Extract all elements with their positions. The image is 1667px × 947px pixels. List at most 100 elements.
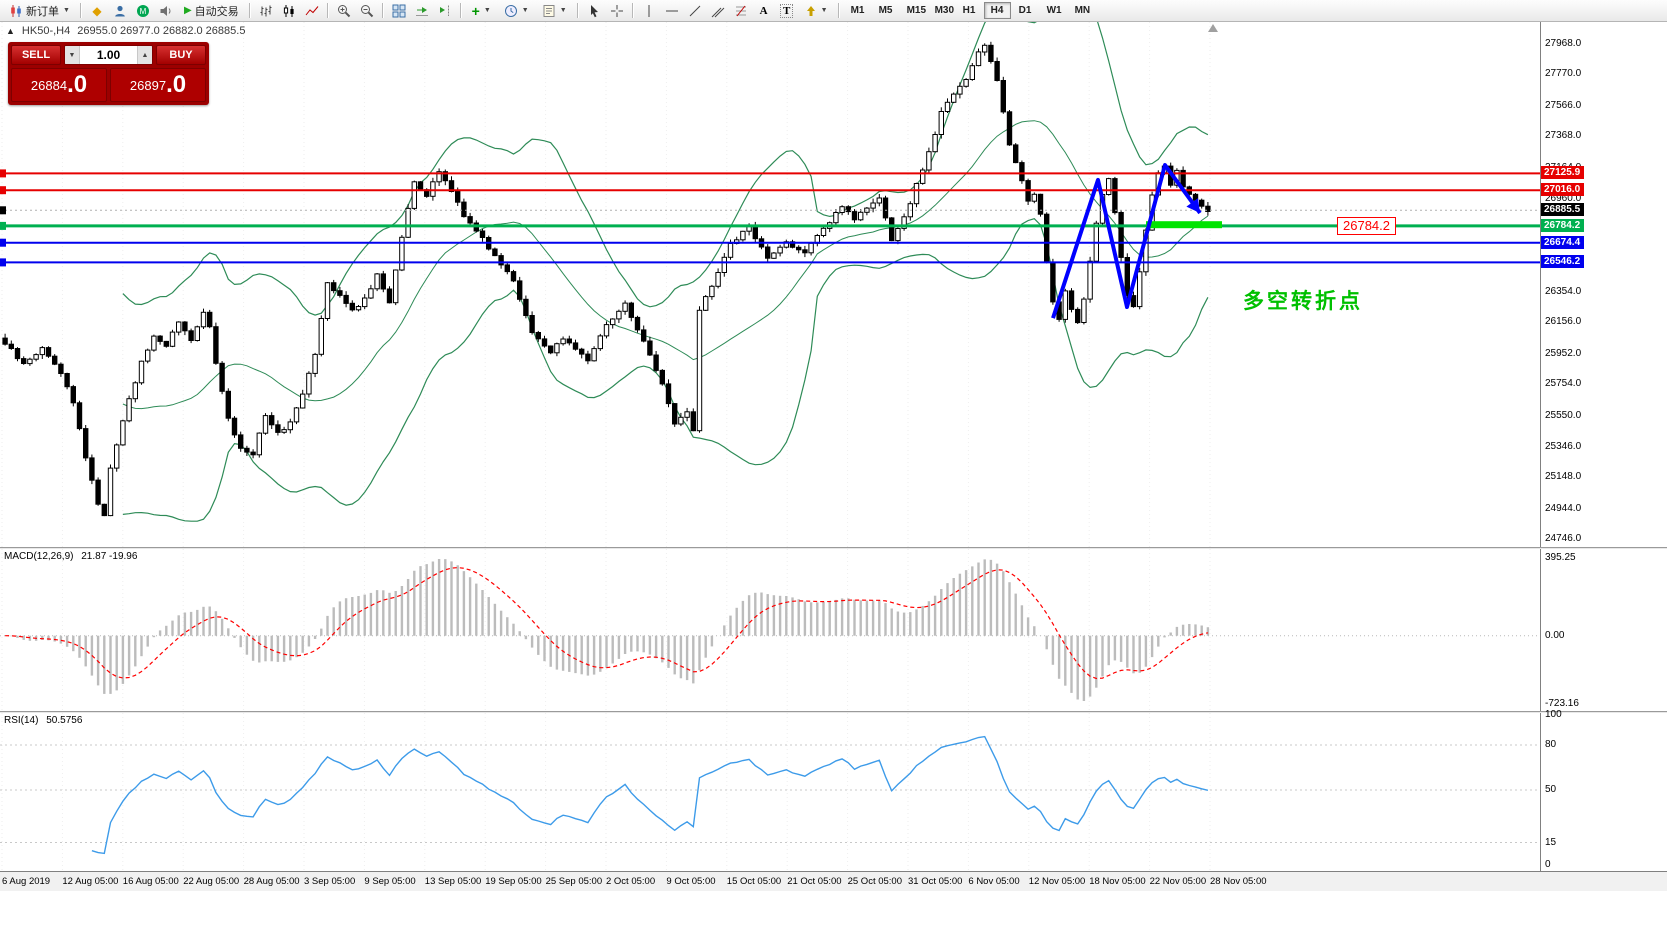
rsi-label-row: RSI(14) 50.5756: [4, 715, 82, 726]
price-chart-panel[interactable]: ▲ HK50-,H4 26955.0 26977.0 26882.0 26885…: [0, 22, 1540, 547]
chevron-down-icon: ▼: [559, 7, 567, 14]
time-axis-label: 13 Sep 05:00: [424, 876, 482, 887]
time-axis-label: 28 Nov 05:00: [1210, 876, 1267, 887]
rsi-panel[interactable]: RSI(14) 50.5756: [0, 713, 1540, 871]
rsi-axis-label: 100: [1545, 709, 1562, 720]
time-axis-label: 15 Oct 05:00: [726, 876, 782, 887]
buy-button[interactable]: BUY: [156, 45, 206, 65]
one-click-collapse-icon[interactable]: ▲: [6, 26, 15, 36]
candles-chart-button[interactable]: [278, 1, 300, 20]
rsi-name: RSI(14): [4, 715, 39, 726]
community-button[interactable]: [109, 1, 131, 20]
macd-label-row: MACD(12,26,9) 21.87 -19.96: [4, 551, 137, 562]
price-axis-label: 27566.0: [1545, 99, 1582, 111]
auto-scroll-icon: [415, 6, 428, 16]
rsi-axis-label: 0: [1545, 859, 1551, 870]
template-icon: [543, 4, 555, 17]
macd-panel[interactable]: MACD(12,26,9) 21.87 -19.96: [0, 549, 1540, 711]
buy-price-button[interactable]: 26897.0: [110, 68, 206, 102]
macd-axis: 395.25 0.00 -723.16: [1541, 549, 1667, 711]
toolbar-separator: [326, 3, 329, 18]
indicators-button[interactable]: + ▼: [466, 1, 497, 20]
macd-axis-label: 395.25: [1545, 552, 1576, 563]
volume-field[interactable]: ▼ 1.00 ▲: [64, 45, 153, 65]
periods-button[interactable]: ▼: [498, 1, 535, 20]
timeframe-w1-button[interactable]: W1: [1040, 2, 1067, 19]
panel-splitter[interactable]: [0, 547, 1667, 549]
rsi-value: 50.5756: [46, 715, 83, 726]
macd-chart[interactable]: [0, 549, 1540, 711]
bars-chart-button[interactable]: [255, 1, 277, 20]
price-axis-label: 25754.0: [1545, 378, 1582, 390]
text-button[interactable]: A: [753, 1, 775, 20]
cursor-icon: [590, 4, 598, 17]
timeframe-h1-button[interactable]: H1: [956, 2, 983, 19]
timeframe-mn-button[interactable]: MN: [1068, 2, 1095, 19]
time-axis-label: 2 Oct 05:00: [606, 876, 656, 887]
volume-increase-button[interactable]: ▲: [137, 46, 152, 64]
chevron-down-icon: ▼: [483, 7, 491, 14]
support-price-label[interactable]: 26784.2: [1337, 216, 1396, 235]
timeframe-m5-button[interactable]: M5: [872, 2, 899, 19]
volume-decrease-button[interactable]: ▼: [65, 46, 80, 64]
channel-button[interactable]: [707, 1, 729, 20]
cursor-button[interactable]: [583, 1, 605, 20]
price-tag: 26674.4: [1541, 235, 1585, 249]
time-axis-label: 25 Sep 05:00: [545, 876, 603, 887]
timeframe-h4-button[interactable]: H4: [983, 2, 1011, 19]
time-axis-label: 6 Nov 05:00: [968, 876, 1020, 887]
sell-price-button[interactable]: 26884.0: [11, 68, 107, 102]
crosshair-button[interactable]: [606, 1, 628, 20]
candlestick-chart[interactable]: [0, 22, 1540, 547]
timeframe-m15-button[interactable]: M15: [900, 2, 927, 19]
text-label-button[interactable]: T: [776, 1, 798, 20]
trendline-button[interactable]: [684, 1, 706, 20]
zoom-out-button[interactable]: [356, 1, 378, 20]
sell-button[interactable]: SELL: [11, 45, 61, 65]
arrows-button[interactable]: ▼: [799, 1, 834, 20]
svg-text:M: M: [140, 7, 147, 16]
vertical-line-icon: [648, 4, 650, 17]
price-axis: 27968.027770.027566.027368.027164.026960…: [1541, 22, 1667, 547]
panel-splitter[interactable]: [0, 711, 1667, 713]
rsi-axis-label: 80: [1545, 739, 1557, 750]
news-button[interactable]: [155, 1, 177, 20]
price-axis-label: 27968.0: [1545, 38, 1582, 49]
time-axis-label: 9 Sep 05:00: [364, 876, 416, 887]
zoom-in-button[interactable]: [333, 1, 355, 20]
timeframe-d1-button[interactable]: D1: [1012, 2, 1039, 19]
horizontal-line-button[interactable]: [661, 1, 683, 20]
line-chart-button[interactable]: [301, 1, 323, 20]
timeframe-m30-button[interactable]: M30: [928, 2, 955, 19]
auto-scroll-button[interactable]: [411, 1, 433, 20]
fibonacci-icon: [735, 5, 746, 16]
time-axis-label: 3 Sep 05:00: [304, 876, 356, 887]
turning-point-note[interactable]: 多空转折点: [1243, 289, 1363, 313]
rsi-axis-label: 50: [1545, 784, 1557, 795]
macd-name: MACD(12,26,9): [4, 551, 74, 562]
price-axis-label: 26354.0: [1545, 286, 1582, 297]
ohlc-values: 26955.0 26977.0 26882.0 26885.5: [77, 25, 246, 37]
templates-button[interactable]: ▼: [536, 1, 573, 20]
volume-value[interactable]: 1.00: [96, 48, 121, 62]
time-axis[interactable]: 6 Aug 2019 12 Aug 05:00 16 Aug 05:00 22 Aug…: [0, 871, 1667, 891]
chart-shift-button[interactable]: [434, 1, 456, 20]
time-axis-label: 22 Aug 05:00: [183, 876, 240, 887]
timeframe-m1-button[interactable]: M1: [844, 2, 871, 19]
autotrading-button[interactable]: ▶ 自动交易: [178, 1, 245, 20]
new-order-button[interactable]: 新订单 ▼: [3, 1, 76, 20]
trendline-icon: [689, 5, 700, 16]
tile-windows-button[interactable]: [388, 1, 410, 20]
price-axis-label: 25952.0: [1545, 347, 1582, 359]
vertical-line-button[interactable]: [638, 1, 660, 20]
text-label-icon: T: [779, 3, 794, 18]
sell-price-main: 26884: [30, 78, 68, 93]
price-tag: 26885.5: [1541, 203, 1585, 217]
price-axis-label: 27770.0: [1545, 68, 1582, 80]
macd-axis-label: -723.16: [1545, 698, 1579, 709]
time-axis-label: 12 Nov 05:00: [1028, 876, 1086, 887]
rsi-chart[interactable]: [0, 713, 1540, 871]
metaquotes-button[interactable]: ◆: [86, 1, 108, 20]
fibonacci-button[interactable]: [730, 1, 752, 20]
mql5-button[interactable]: M: [132, 1, 154, 20]
